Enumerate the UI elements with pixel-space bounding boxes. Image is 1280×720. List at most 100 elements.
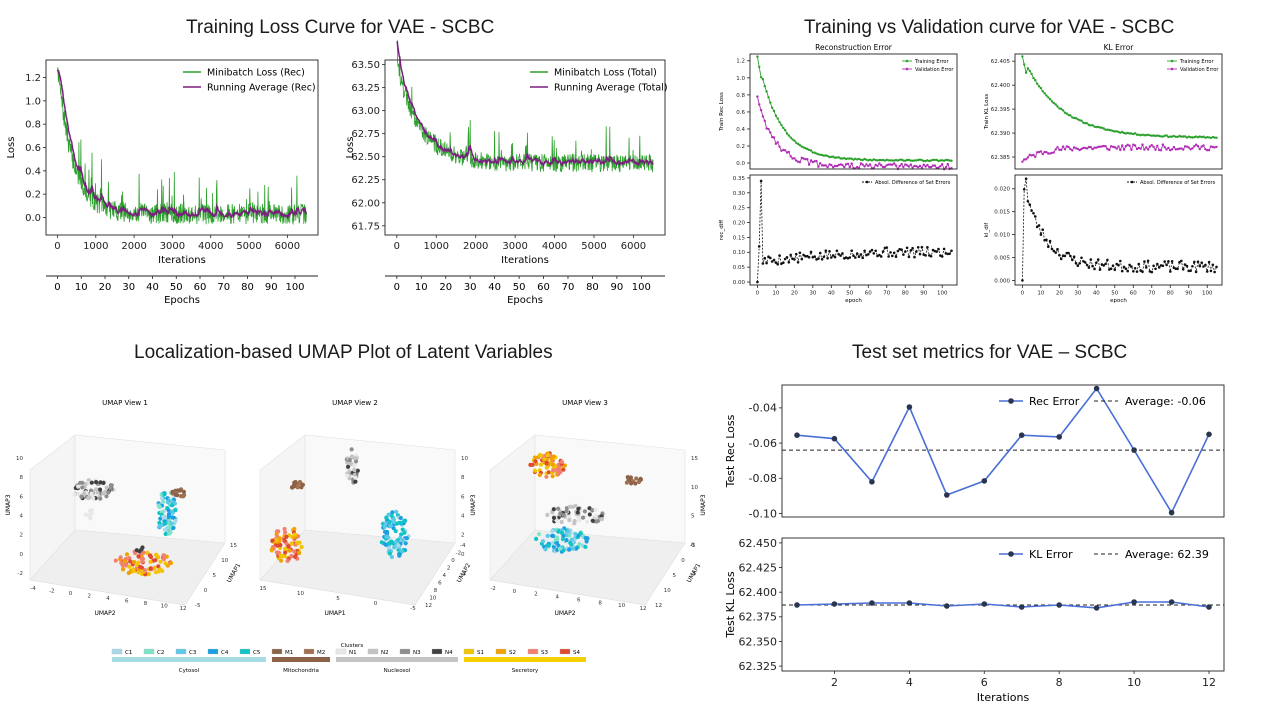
- umap-ylabel: UMAP2: [456, 562, 473, 584]
- kl-series-point: [1089, 124, 1092, 127]
- umap-point: [545, 533, 550, 538]
- recon-series-point: [837, 156, 840, 159]
- umap-point: [544, 465, 549, 470]
- kl-series-point: [1093, 146, 1096, 149]
- umap-point: [567, 518, 572, 523]
- umap-point: [166, 514, 172, 519]
- total-loss-epoch-tick-label: 100: [632, 282, 651, 293]
- recon-series-point: [815, 159, 818, 163]
- kl-series-point: [1156, 134, 1159, 137]
- kl-series-point: [1170, 148, 1174, 151]
- kl-series-point: [1161, 135, 1165, 138]
- umap-point: [382, 524, 387, 529]
- umap-point: [289, 541, 294, 546]
- kl-diff-diff-point: [1141, 270, 1144, 274]
- kl-series-point: [1180, 147, 1183, 150]
- kl-series-point: [1023, 158, 1026, 161]
- umap-point: [568, 540, 573, 546]
- kl-series-point: [1034, 79, 1037, 82]
- rec-loss-epoch-tick-label: 80: [241, 282, 254, 293]
- total-loss-epoch-tick-label: 50: [513, 282, 526, 293]
- recon-series-point: [861, 163, 864, 166]
- kl-diff-diff-point: [1185, 264, 1189, 268]
- rec-diff-diff-point: [878, 253, 881, 257]
- kl-series-point: [1196, 145, 1200, 148]
- recon-series-point: [889, 163, 892, 166]
- test-kl-legend-marker: [1008, 551, 1014, 557]
- rec-loss-epoch-tick-label: 30: [122, 282, 135, 293]
- kl-series-point: [1200, 145, 1203, 148]
- umap-point: [161, 499, 166, 504]
- kl-series-point: [1089, 146, 1092, 149]
- kl-series-point: [1213, 136, 1216, 139]
- rec-loss-chart: 0.00.20.40.60.81.01.20 1000 2000 3000 4000 50…: [6, 59, 319, 306]
- kl-series-point: [1052, 151, 1055, 154]
- rec-loss-xtick-label: 0: [54, 241, 60, 252]
- kl-series-point: [1191, 147, 1194, 150]
- recon-series-point: [796, 160, 800, 163]
- recon-series-point: [811, 160, 814, 164]
- rec-diff-diff-point: [859, 253, 863, 256]
- total-loss-xtick-label: 3000: [502, 241, 527, 252]
- rec-diff-diff-point: [911, 246, 914, 250]
- kl-frame: [1014, 53, 1223, 170]
- recon-ytick-label: 0.2: [736, 144, 745, 150]
- recon-series-point: [806, 147, 809, 151]
- test-kl-ytick-label: 62.400: [739, 586, 778, 599]
- kl-series-point: [1104, 145, 1107, 148]
- rec-diff-diff-point: [913, 255, 916, 259]
- kl-series-point: [1126, 131, 1129, 135]
- rec-loss-epoch-tick-label: 60: [194, 282, 207, 293]
- umap-point: [528, 462, 533, 467]
- rec-diff-diff-line: [757, 180, 952, 283]
- recon-series-point: [870, 159, 874, 162]
- recon-series-point: [783, 128, 787, 132]
- kl-diff-xtick-label: 20: [1056, 291, 1063, 297]
- umap-point: [389, 554, 394, 560]
- umap-point: [162, 521, 167, 526]
- kl-diff-diff-point: [1124, 267, 1128, 270]
- kl-diff-diff-point: [1128, 263, 1131, 267]
- total-loss-epoch-label: Epochs: [507, 295, 543, 306]
- rec-loss-minibatch-line: [57, 67, 307, 226]
- kl-series-point: [1167, 146, 1170, 150]
- kl-diff-diff-point: [1180, 259, 1183, 263]
- kl-series-point: [1122, 148, 1126, 151]
- umap-point: [564, 509, 569, 514]
- umap-point: [156, 569, 161, 574]
- umap-point: [142, 568, 147, 573]
- umap-point: [89, 480, 94, 485]
- rec-diff-diff-point: [879, 255, 883, 258]
- kl-series-point: [1117, 130, 1120, 134]
- kl-series-point: [1026, 67, 1030, 70]
- kl-series-point: [1213, 146, 1216, 149]
- umap-legend-label: S2: [509, 650, 516, 656]
- umap-point: [76, 484, 81, 489]
- umap-legend-label: M2: [317, 650, 325, 656]
- kl-series-point: [1119, 148, 1122, 152]
- umap-point: [559, 519, 564, 525]
- recon-series-point: [763, 85, 766, 88]
- umap-point: [95, 490, 100, 495]
- test-kl-point: [1056, 602, 1062, 608]
- umap-point: [89, 491, 94, 496]
- test-kl-point: [1131, 599, 1137, 605]
- kl-series-point: [1037, 85, 1041, 88]
- kl-diff-diff-point: [1170, 260, 1174, 263]
- recon-series-point: [944, 158, 948, 162]
- rec-diff-ytick-label: 0.15: [733, 235, 746, 241]
- kl-diff-diff-point: [1048, 239, 1052, 243]
- rec-diff-diff-point: [881, 250, 885, 253]
- kl-series-point: [1104, 128, 1107, 131]
- umap-xtick-label: 4: [556, 595, 560, 601]
- test-kl-point: [1168, 599, 1175, 605]
- umap-ytick-label: -4: [460, 543, 466, 549]
- rec-diff-diff-point: [820, 258, 824, 261]
- kl-series-point: [1130, 132, 1133, 135]
- kl-diff-diff-point: [1205, 270, 1209, 273]
- umap-point: [400, 538, 405, 543]
- recon-series-point: [822, 154, 826, 157]
- kl-diff-diff-point: [1157, 266, 1161, 269]
- kl-series-point: [1069, 147, 1072, 151]
- kl-diff-ytick-label: 0.020: [994, 187, 1010, 193]
